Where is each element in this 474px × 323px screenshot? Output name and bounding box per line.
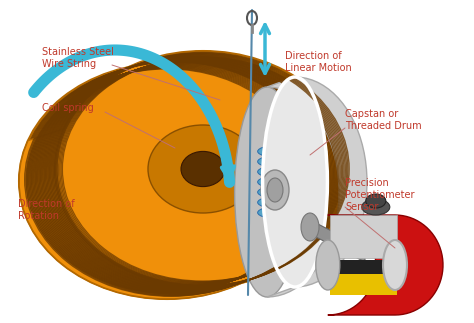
Text: Capstan or
Threaded Drum: Capstan or Threaded Drum — [345, 109, 422, 131]
Ellipse shape — [258, 175, 312, 189]
Polygon shape — [310, 220, 365, 262]
Ellipse shape — [301, 213, 319, 241]
Ellipse shape — [261, 170, 289, 210]
Text: Coil spring: Coil spring — [42, 103, 94, 113]
Polygon shape — [19, 129, 351, 299]
Ellipse shape — [362, 199, 390, 215]
Polygon shape — [328, 215, 443, 315]
Ellipse shape — [181, 151, 225, 187]
Ellipse shape — [383, 240, 407, 290]
Ellipse shape — [258, 155, 312, 169]
Text: Precision
Potentiometer
Sensor: Precision Potentiometer Sensor — [345, 178, 414, 212]
Text: Stainless Steel
Wire String: Stainless Steel Wire String — [42, 47, 114, 69]
Ellipse shape — [267, 178, 283, 202]
Ellipse shape — [19, 63, 315, 299]
Polygon shape — [267, 77, 367, 297]
Polygon shape — [330, 273, 397, 295]
Ellipse shape — [263, 77, 328, 287]
Ellipse shape — [55, 51, 351, 287]
Ellipse shape — [235, 87, 300, 297]
Ellipse shape — [258, 165, 312, 179]
Text: Direction of
Rotation: Direction of Rotation — [18, 199, 74, 221]
Ellipse shape — [316, 240, 340, 290]
Ellipse shape — [258, 144, 312, 158]
Ellipse shape — [148, 125, 258, 213]
Ellipse shape — [258, 206, 312, 220]
Text: Direction of
Linear Motion: Direction of Linear Motion — [285, 51, 352, 73]
Ellipse shape — [366, 194, 386, 208]
Polygon shape — [330, 260, 397, 274]
Ellipse shape — [258, 195, 312, 209]
Polygon shape — [330, 215, 397, 257]
Ellipse shape — [258, 185, 312, 199]
